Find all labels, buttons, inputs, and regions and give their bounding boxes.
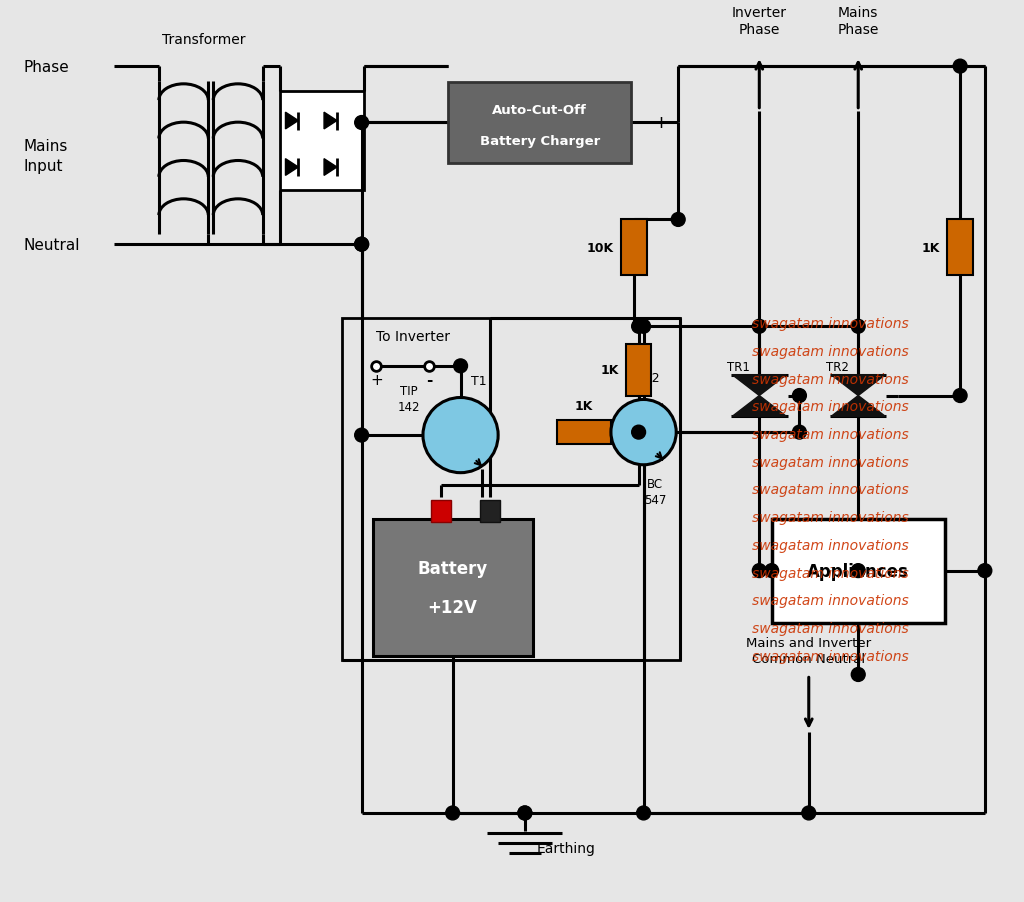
Text: swagatam innovations: swagatam innovations	[753, 345, 909, 359]
Polygon shape	[286, 113, 298, 130]
Polygon shape	[732, 396, 786, 417]
Circle shape	[753, 564, 766, 578]
Text: swagatam innovations: swagatam innovations	[753, 317, 909, 331]
Text: swagatam innovations: swagatam innovations	[753, 649, 909, 663]
Circle shape	[423, 398, 498, 474]
Bar	[280, 92, 365, 190]
Circle shape	[753, 320, 766, 334]
Circle shape	[953, 389, 967, 403]
Polygon shape	[286, 160, 298, 176]
Bar	[480, 501, 500, 522]
Polygon shape	[831, 396, 885, 417]
Text: 1K: 1K	[575, 400, 593, 413]
Circle shape	[354, 238, 369, 252]
Bar	[621, 220, 646, 275]
Circle shape	[851, 667, 865, 682]
Circle shape	[354, 428, 369, 443]
Text: Mains
Input: Mains Input	[24, 139, 68, 173]
Polygon shape	[324, 160, 337, 176]
Circle shape	[518, 806, 531, 820]
Text: Appliances: Appliances	[807, 562, 909, 580]
Circle shape	[354, 238, 369, 252]
Circle shape	[765, 564, 778, 578]
Text: Transformer: Transformer	[162, 33, 245, 47]
Circle shape	[632, 426, 645, 439]
Bar	[947, 220, 973, 275]
Text: +: +	[370, 373, 383, 387]
Text: swagatam innovations: swagatam innovations	[753, 511, 909, 525]
Text: swagatam innovations: swagatam innovations	[753, 373, 909, 386]
Text: TR1: TR1	[727, 361, 750, 373]
Text: 547: 547	[644, 493, 667, 507]
Text: +12V: +12V	[428, 599, 477, 617]
Text: Auto-Cut-Off: Auto-Cut-Off	[493, 104, 587, 117]
Circle shape	[611, 400, 676, 465]
Text: swagatam innovations: swagatam innovations	[753, 566, 909, 580]
Text: 142: 142	[398, 400, 421, 414]
Text: T1: T1	[471, 374, 486, 387]
Text: To Inverter: To Inverter	[377, 330, 451, 344]
Circle shape	[454, 360, 468, 373]
Circle shape	[445, 806, 460, 820]
Circle shape	[793, 389, 806, 403]
Bar	[373, 520, 532, 656]
Text: swagatam innovations: swagatam innovations	[753, 538, 909, 552]
Bar	[626, 345, 651, 396]
Polygon shape	[324, 113, 337, 130]
Text: swagatam innovations: swagatam innovations	[753, 456, 909, 469]
Polygon shape	[732, 375, 786, 396]
Circle shape	[953, 60, 967, 74]
Polygon shape	[831, 375, 885, 396]
Circle shape	[802, 806, 816, 820]
Text: TIP: TIP	[400, 384, 418, 397]
Text: TR2: TR2	[826, 361, 849, 373]
Circle shape	[978, 564, 992, 578]
Text: 1K: 1K	[600, 364, 618, 377]
Text: Mains and Inverter
Common Neutral: Mains and Inverter Common Neutral	[746, 636, 871, 665]
Circle shape	[637, 806, 650, 820]
Circle shape	[637, 320, 650, 334]
Text: Mains
Phase: Mains Phase	[838, 6, 879, 37]
Circle shape	[851, 564, 865, 578]
Bar	[772, 520, 945, 623]
Text: -: -	[426, 373, 432, 387]
Bar	[431, 501, 451, 522]
Text: Inverter
Phase: Inverter Phase	[732, 6, 786, 37]
Text: Battery: Battery	[418, 559, 487, 577]
Text: +: +	[653, 115, 668, 133]
Bar	[557, 421, 611, 445]
Circle shape	[354, 116, 369, 130]
Text: 10K: 10K	[587, 242, 614, 254]
Text: swagatam innovations: swagatam innovations	[753, 483, 909, 497]
Circle shape	[793, 426, 806, 439]
Text: 1K: 1K	[922, 242, 940, 254]
Text: swagatam innovations: swagatam innovations	[753, 621, 909, 635]
Text: BC: BC	[647, 477, 664, 490]
Text: swagatam innovations: swagatam innovations	[753, 400, 909, 414]
Circle shape	[851, 320, 865, 334]
Bar	[342, 319, 680, 660]
Text: Earthing: Earthing	[537, 841, 596, 855]
Circle shape	[518, 806, 531, 820]
Circle shape	[672, 213, 685, 227]
Circle shape	[632, 320, 645, 334]
Text: Battery Charger: Battery Charger	[479, 134, 600, 148]
Text: Neutral: Neutral	[24, 237, 80, 253]
Text: swagatam innovations: swagatam innovations	[753, 594, 909, 608]
Bar	[449, 83, 631, 164]
Text: T2: T2	[644, 372, 659, 384]
Text: Phase: Phase	[24, 60, 69, 75]
Text: swagatam innovations: swagatam innovations	[753, 428, 909, 442]
